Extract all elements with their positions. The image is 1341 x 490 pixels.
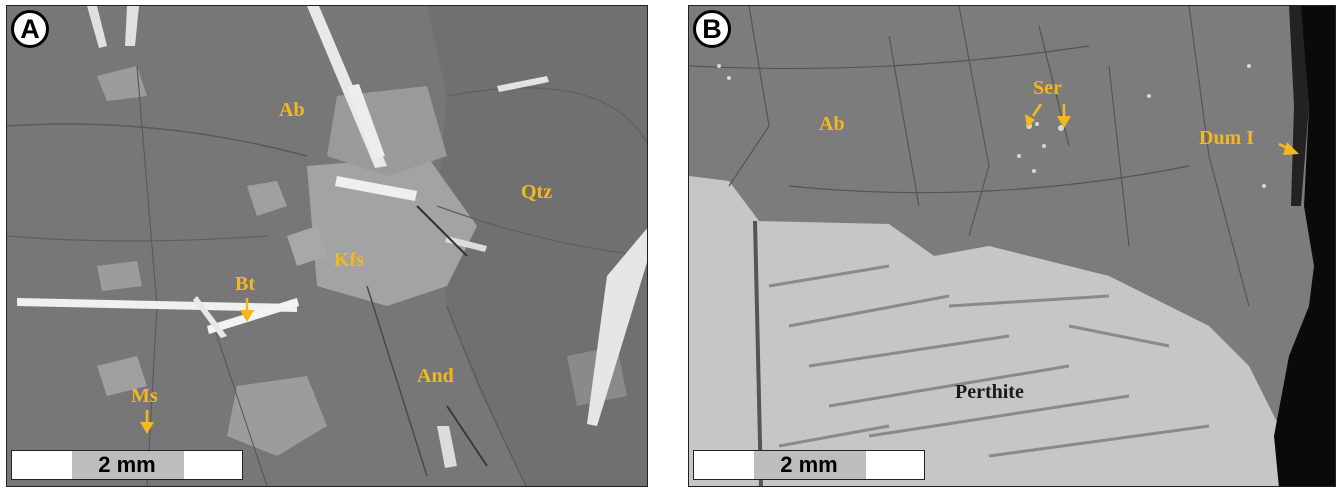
- panel-a-arrows: [140, 298, 254, 434]
- arrow-ms: [140, 410, 154, 434]
- label-qtz: Qtz: [521, 181, 553, 203]
- arrow-ser-left: [1025, 103, 1043, 128]
- panel-a-micrograph: A Ab Qtz Kfs Bt And Ms 2 mm: [6, 5, 648, 487]
- label-ser: Ser: [1033, 77, 1062, 99]
- panel-b-arrows: [1025, 103, 1299, 155]
- panel-a-bse-image: [7, 6, 647, 486]
- panel-a-letter: A: [11, 10, 49, 48]
- label-ab: Ab: [819, 113, 845, 135]
- label-dum-i: Dum I: [1199, 127, 1255, 149]
- label-bt: Bt: [235, 273, 255, 295]
- label-perthite: Perthite: [955, 381, 1024, 403]
- label-kfs: Kfs: [334, 249, 364, 271]
- arrow-dum-i: [1278, 142, 1299, 155]
- panel-a-scale-text: 2 mm: [98, 452, 156, 477]
- panel-b-bse-image: [689, 6, 1335, 486]
- panel-b-scale-text: 2 mm: [780, 452, 838, 477]
- arrow-ser-right: [1057, 104, 1071, 128]
- panel-b-scale-bar: 2 mm: [693, 450, 925, 480]
- label-ms: Ms: [131, 385, 158, 407]
- panel-b-micrograph: B Ab Ser Dum I Perthite 2 mm: [688, 5, 1336, 487]
- arrow-bt: [240, 298, 254, 322]
- panel-a-scale-bar: 2 mm: [11, 450, 243, 480]
- label-ab: Ab: [279, 99, 305, 121]
- panel-b-letter: B: [693, 10, 731, 48]
- label-and: And: [417, 365, 454, 387]
